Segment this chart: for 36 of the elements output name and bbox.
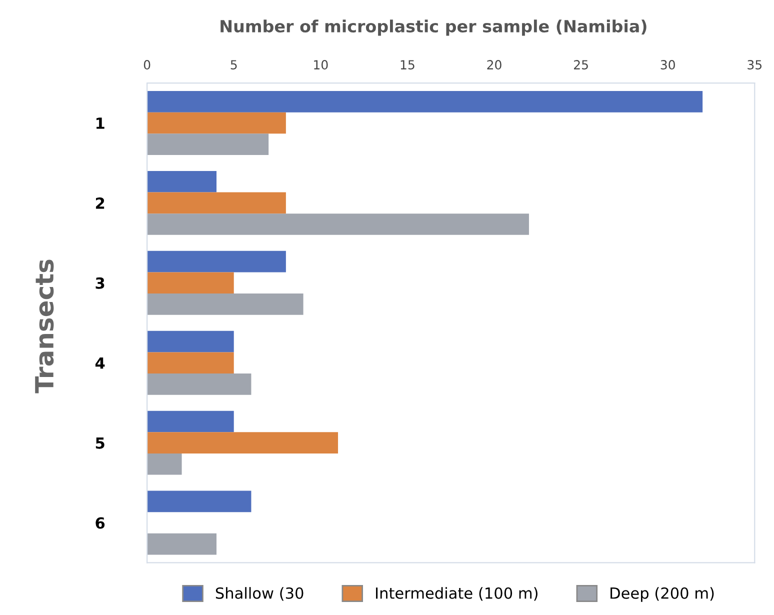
x-tick-label: 30 bbox=[660, 60, 675, 70]
y-tick-label: 4 bbox=[95, 358, 105, 369]
bar bbox=[147, 214, 529, 235]
y-tick-label: 3 bbox=[96, 277, 104, 289]
bar bbox=[147, 453, 182, 475]
legend-label: Shallow (30 bbox=[216, 587, 304, 601]
bar bbox=[147, 432, 338, 454]
bar bbox=[147, 91, 703, 112]
x-tick-label: 10 bbox=[314, 60, 328, 70]
legend-label: Intermediate (100 m) bbox=[376, 587, 538, 601]
bar bbox=[147, 374, 252, 395]
x-tick-label: 0 bbox=[144, 60, 150, 70]
legend-label: Deep (200 m) bbox=[610, 587, 714, 602]
y-tick-label: 2 bbox=[96, 197, 104, 209]
bar bbox=[147, 294, 304, 315]
x-tick-label: 25 bbox=[574, 60, 588, 70]
bar bbox=[147, 250, 286, 272]
y-tick-label: 6 bbox=[96, 517, 105, 529]
bar bbox=[147, 272, 234, 294]
bar bbox=[147, 410, 234, 432]
bar bbox=[147, 134, 269, 155]
y-tick-label: 5 bbox=[96, 437, 104, 449]
x-tick-label: 20 bbox=[487, 60, 502, 70]
bar bbox=[147, 112, 286, 134]
y-axis-title: Transects bbox=[35, 260, 54, 394]
y-tick-label: 1 bbox=[96, 118, 104, 129]
chart-title: Number of microplastic per sample (Namibia) bbox=[220, 20, 646, 36]
x-tick-label: 35 bbox=[748, 60, 762, 70]
bar bbox=[147, 170, 216, 192]
x-tick-label: 15 bbox=[400, 60, 414, 70]
bar bbox=[147, 533, 216, 555]
bar bbox=[147, 330, 234, 352]
bar bbox=[147, 192, 286, 214]
bar bbox=[147, 490, 252, 512]
x-tick-label: 5 bbox=[230, 60, 237, 70]
bar bbox=[147, 352, 234, 374]
